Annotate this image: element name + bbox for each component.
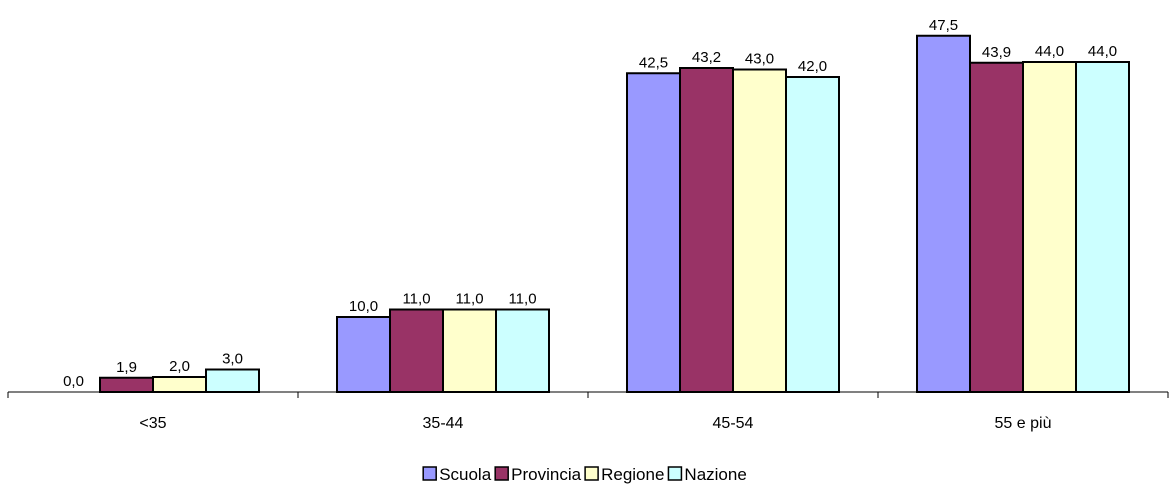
data-label-scuola-35: 0,0 bbox=[63, 373, 84, 390]
data-label-regione-55-e-pi: 44,0 bbox=[1035, 43, 1064, 60]
legend: Scuola Provincia Regione Nazione bbox=[422, 465, 747, 484]
data-label-provincia-35: 1,9 bbox=[116, 359, 137, 376]
data-label-provincia-45-54: 43,2 bbox=[692, 49, 721, 66]
x-tick-label-35: <35 bbox=[139, 415, 166, 432]
legend-label-regione: Regione bbox=[601, 465, 664, 484]
data-label-regione-35: 2,0 bbox=[169, 358, 190, 375]
legend-label-scuola: Scuola bbox=[439, 465, 492, 484]
bar-scuola-55-e-pi bbox=[916, 34, 971, 393]
legend-swatch-provincia bbox=[494, 466, 509, 481]
data-labels-layer: 0,0 1,9 2,0 3,0 10,0 11,0 11,0 11,0 42,5 43,2 43,0… bbox=[63, 17, 1117, 390]
legend-swatch-regione bbox=[584, 466, 599, 481]
bar-provincia-55-e-pi bbox=[969, 61, 1024, 393]
data-label-provincia-55-e-pi: 43,9 bbox=[982, 44, 1011, 61]
x-tick-label-35-44: 35-44 bbox=[423, 415, 464, 432]
data-label-provincia-35-44: 11,0 bbox=[402, 291, 430, 308]
bar-regione-45-54 bbox=[732, 68, 787, 393]
bars-layer bbox=[99, 34, 1130, 393]
bar-regione-55-e-pi bbox=[1022, 61, 1077, 393]
x-axis: <35 35-44 45-54 55 e più bbox=[7, 391, 1169, 432]
bar-scuola-35-44 bbox=[336, 316, 391, 393]
bar-nazione-35 bbox=[205, 368, 260, 393]
bar-nazione-45-54 bbox=[785, 76, 840, 393]
data-label-regione-35-44: 11,0 bbox=[455, 291, 483, 308]
bar-regione-35 bbox=[152, 376, 207, 393]
x-tick-label-45-54: 45-54 bbox=[713, 415, 754, 432]
data-label-nazione-55-e-pi: 44,0 bbox=[1088, 43, 1117, 60]
data-label-nazione-45-54: 42,0 bbox=[798, 58, 827, 75]
data-label-regione-45-54: 43,0 bbox=[745, 51, 774, 68]
legend-swatch-nazione bbox=[667, 466, 683, 481]
bar-regione-35-44 bbox=[442, 308, 497, 393]
bar-provincia-35-44 bbox=[389, 308, 444, 393]
data-label-scuola-55-e-pi: 47,5 bbox=[929, 17, 958, 34]
legend-label-nazione: Nazione bbox=[684, 465, 746, 484]
x-tick-label-55-e-pi: 55 e più bbox=[995, 415, 1052, 432]
bar-provincia-35 bbox=[99, 376, 154, 393]
data-label-nazione-35: 3,0 bbox=[222, 351, 243, 368]
bar-scuola-45-54 bbox=[626, 72, 681, 393]
bar-nazione-55-e-pi bbox=[1075, 61, 1130, 393]
data-label-scuola-45-54: 42,5 bbox=[639, 54, 668, 71]
data-label-nazione-35-44: 11,0 bbox=[508, 291, 536, 308]
data-label-scuola-35-44: 10,0 bbox=[349, 298, 378, 315]
legend-label-provincia: Provincia bbox=[511, 465, 581, 484]
bar-nazione-35-44 bbox=[495, 308, 550, 393]
bar-provincia-45-54 bbox=[679, 67, 734, 393]
legend-swatch-scuola bbox=[422, 466, 437, 481]
